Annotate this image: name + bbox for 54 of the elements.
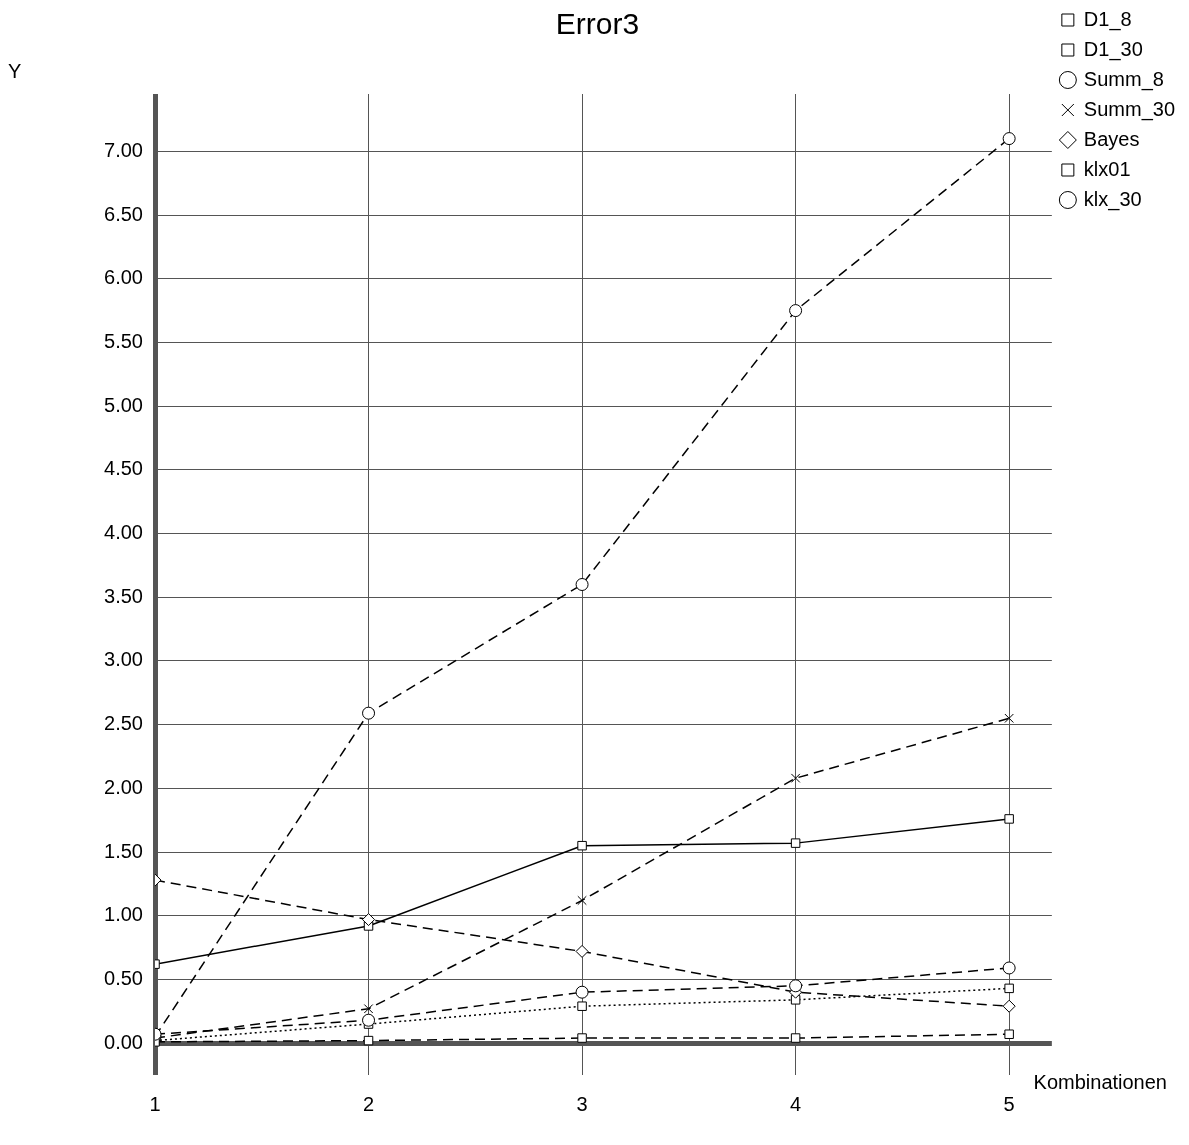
- point: [1004, 814, 1014, 824]
- legend-label: klx_30: [1083, 187, 1142, 211]
- y-tick-label: 1.00: [104, 903, 143, 926]
- y-tick-label: 4.50: [104, 457, 143, 480]
- y-tick-label: 1.50: [104, 839, 143, 862]
- point: [1002, 999, 1016, 1013]
- point: [1004, 983, 1014, 994]
- y-tick-label: 0.00: [104, 1030, 143, 1053]
- point: [789, 979, 803, 993]
- point: [575, 985, 589, 999]
- x-axis-title: Kombinationen: [1033, 1070, 1167, 1093]
- x-tick-label: 4: [790, 1092, 802, 1115]
- x-tick-label: 3: [576, 1092, 588, 1115]
- point: [362, 1013, 376, 1027]
- point: [1004, 1029, 1014, 1039]
- y-tick-label: 2.00: [104, 775, 143, 798]
- point: [575, 578, 589, 591]
- point: [363, 1035, 374, 1046]
- point: [1004, 713, 1014, 724]
- point: [789, 304, 803, 318]
- x-tick-label: 5: [1003, 1092, 1015, 1115]
- y-tick-label: 2.50: [104, 712, 143, 735]
- point: [577, 1001, 587, 1011]
- point: [362, 913, 376, 927]
- y-tick-label: 4.00: [104, 521, 143, 544]
- legend-label: Summ_30: [1083, 97, 1175, 121]
- point: [577, 1033, 587, 1043]
- legend-label: Bayes: [1083, 127, 1140, 150]
- point: [1002, 961, 1016, 975]
- y-axis-title: Y: [8, 59, 22, 82]
- y-tick-label: 3.50: [104, 584, 143, 607]
- y-tick-label: 7.00: [104, 138, 143, 161]
- y-tick-label: 6.50: [104, 202, 143, 225]
- legend-label: D1_30: [1083, 37, 1143, 61]
- point: [1002, 132, 1016, 146]
- point: [363, 1004, 374, 1014]
- y-tick-label: 6.00: [104, 266, 143, 289]
- point: [362, 706, 376, 720]
- y-tick-label: 3.00: [104, 648, 143, 671]
- point: [575, 944, 589, 958]
- point: [577, 895, 587, 906]
- chart-title: Error3: [555, 7, 640, 41]
- point: [790, 1033, 801, 1043]
- x-tick-label: 1: [149, 1092, 161, 1115]
- legend-label: D1_8: [1083, 7, 1132, 31]
- legend-label: klx01: [1083, 157, 1131, 180]
- x-tick-label: 2: [362, 1092, 375, 1115]
- y-tick-label: 5.00: [104, 393, 143, 416]
- point: [790, 838, 801, 848]
- point: [577, 840, 587, 851]
- point: [790, 773, 801, 783]
- legend-label: Summ_8: [1083, 67, 1164, 91]
- y-tick-label: 5.50: [104, 329, 143, 352]
- y-tick-label: 0.50: [104, 966, 143, 989]
